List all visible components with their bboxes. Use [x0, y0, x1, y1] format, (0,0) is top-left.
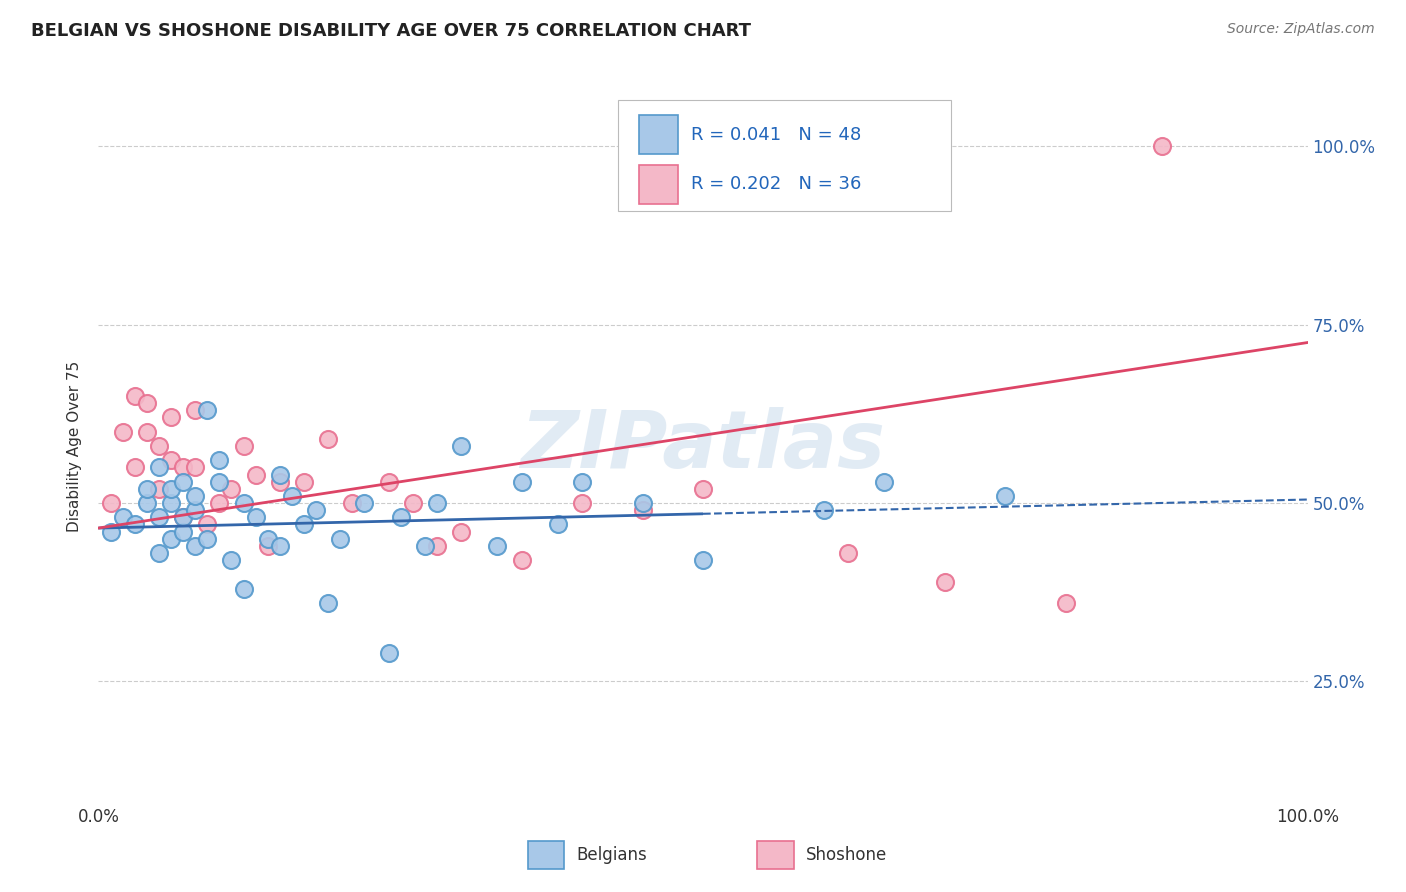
- Point: [837, 546, 859, 560]
- Point: [631, 496, 654, 510]
- Point: [208, 496, 231, 510]
- Point: [232, 496, 254, 510]
- Point: [571, 496, 593, 510]
- Point: [305, 503, 328, 517]
- Point: [100, 524, 122, 539]
- Point: [195, 517, 218, 532]
- Point: [148, 460, 170, 475]
- Point: [195, 403, 218, 417]
- Point: [292, 475, 315, 489]
- Point: [316, 432, 339, 446]
- Point: [195, 532, 218, 546]
- Y-axis label: Disability Age Over 75: Disability Age Over 75: [67, 360, 83, 532]
- Point: [269, 539, 291, 553]
- Point: [100, 496, 122, 510]
- Point: [111, 425, 134, 439]
- Point: [316, 596, 339, 610]
- Point: [148, 482, 170, 496]
- Point: [510, 475, 533, 489]
- Point: [377, 646, 399, 660]
- Point: [813, 503, 835, 517]
- Point: [450, 524, 472, 539]
- Point: [269, 475, 291, 489]
- Point: [172, 460, 194, 475]
- Point: [160, 496, 183, 510]
- Point: [160, 482, 183, 496]
- FancyBboxPatch shape: [758, 840, 794, 869]
- Point: [172, 524, 194, 539]
- Point: [184, 539, 207, 553]
- Point: [160, 532, 183, 546]
- FancyBboxPatch shape: [638, 115, 678, 154]
- Point: [269, 467, 291, 482]
- Point: [148, 546, 170, 560]
- FancyBboxPatch shape: [619, 100, 950, 211]
- Point: [692, 553, 714, 567]
- Point: [208, 475, 231, 489]
- Point: [232, 582, 254, 596]
- Point: [377, 475, 399, 489]
- Point: [184, 489, 207, 503]
- Point: [426, 496, 449, 510]
- Text: Source: ZipAtlas.com: Source: ZipAtlas.com: [1227, 22, 1375, 37]
- Point: [148, 439, 170, 453]
- Point: [245, 467, 267, 482]
- Point: [692, 482, 714, 496]
- Point: [232, 439, 254, 453]
- Text: R = 0.202   N = 36: R = 0.202 N = 36: [690, 175, 862, 194]
- Point: [135, 425, 157, 439]
- Point: [934, 574, 956, 589]
- Point: [184, 403, 207, 417]
- FancyBboxPatch shape: [527, 840, 564, 869]
- Point: [450, 439, 472, 453]
- Point: [124, 389, 146, 403]
- Point: [172, 510, 194, 524]
- Point: [124, 460, 146, 475]
- Point: [1152, 139, 1174, 153]
- Point: [342, 496, 364, 510]
- Point: [329, 532, 352, 546]
- Point: [292, 517, 315, 532]
- Text: Shoshone: Shoshone: [806, 846, 887, 863]
- Point: [353, 496, 375, 510]
- Point: [135, 496, 157, 510]
- Point: [510, 553, 533, 567]
- Point: [221, 482, 243, 496]
- Point: [184, 503, 207, 517]
- Point: [124, 517, 146, 532]
- Text: Belgians: Belgians: [576, 846, 647, 863]
- Point: [172, 510, 194, 524]
- Point: [281, 489, 304, 503]
- Point: [1054, 596, 1077, 610]
- Text: ZIPatlas: ZIPatlas: [520, 407, 886, 485]
- Point: [413, 539, 436, 553]
- Point: [547, 517, 569, 532]
- Point: [256, 532, 278, 546]
- Point: [148, 510, 170, 524]
- Point: [135, 396, 157, 410]
- Point: [172, 475, 194, 489]
- Point: [160, 410, 183, 425]
- Point: [208, 453, 231, 467]
- Point: [389, 510, 412, 524]
- Point: [256, 539, 278, 553]
- Text: BELGIAN VS SHOSHONE DISABILITY AGE OVER 75 CORRELATION CHART: BELGIAN VS SHOSHONE DISABILITY AGE OVER …: [31, 22, 751, 40]
- Point: [631, 503, 654, 517]
- Point: [245, 510, 267, 524]
- Point: [402, 496, 425, 510]
- Point: [994, 489, 1017, 503]
- Point: [486, 539, 509, 553]
- Text: R = 0.041   N = 48: R = 0.041 N = 48: [690, 126, 860, 144]
- Point: [135, 482, 157, 496]
- Point: [111, 510, 134, 524]
- FancyBboxPatch shape: [638, 164, 678, 203]
- Point: [221, 553, 243, 567]
- Point: [160, 453, 183, 467]
- Point: [873, 475, 896, 489]
- Point: [571, 475, 593, 489]
- Point: [184, 460, 207, 475]
- Point: [426, 539, 449, 553]
